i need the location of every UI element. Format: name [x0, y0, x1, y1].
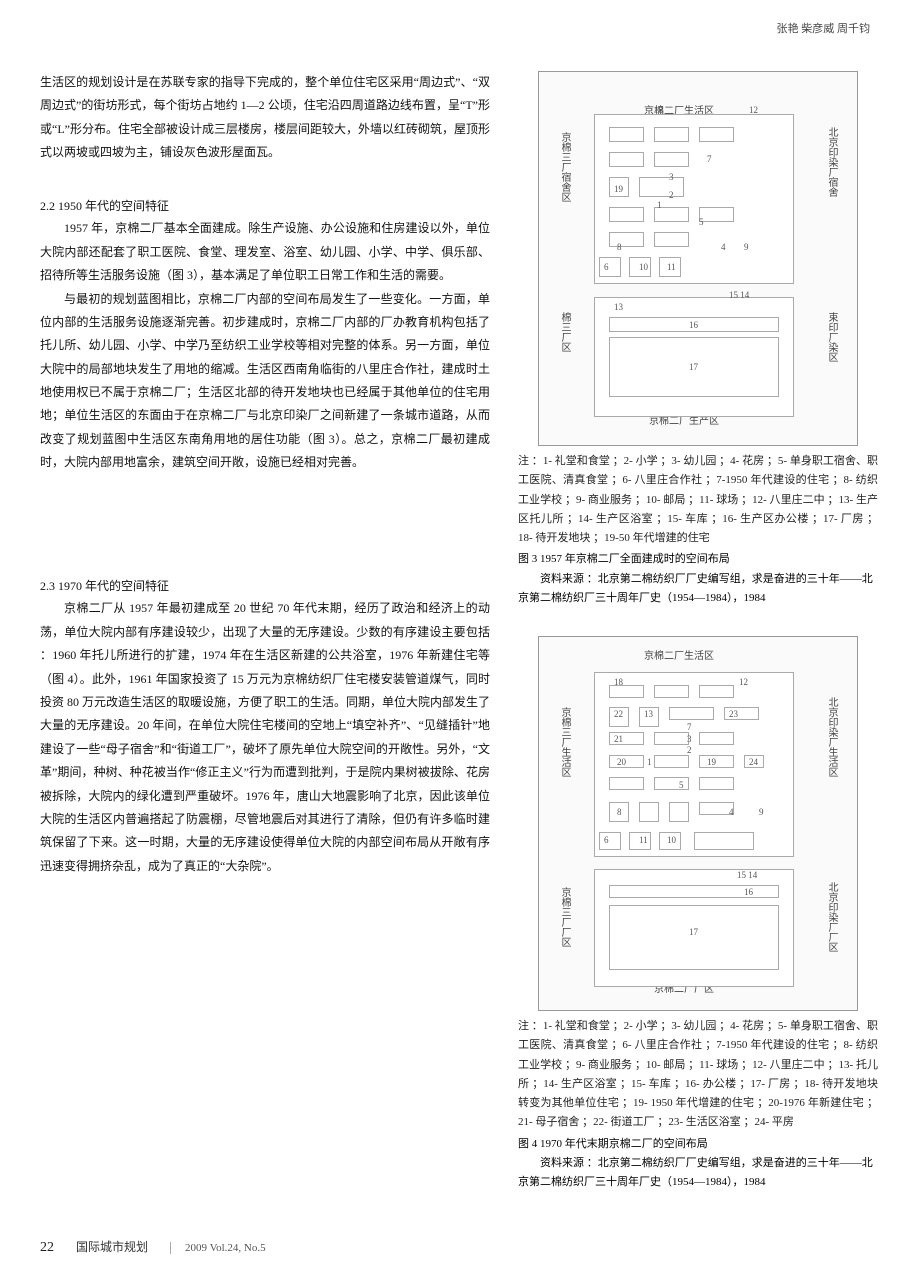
- figure-3-title: 图 3 1957 年京棉二厂全面建成时的空间布局: [518, 550, 878, 569]
- fig3-label-left1: 京棉三厂宿舍区: [557, 132, 572, 202]
- figure-3-caption: 注 ：1- 礼堂和食堂 ；2- 小学 ；3- 幼儿园 ；4- 花房 ；5- 单身…: [518, 452, 878, 548]
- figure-4-title: 图 4 1970 年代末期京棉二厂的空间布局: [518, 1135, 878, 1154]
- fig3-label-right1: 北京印染厂宿舍: [824, 127, 839, 197]
- figure-4-caption: 注 ：1- 礼堂和食堂 ；2- 小学 ；3- 幼儿园 ；4- 花房 ；5- 单身…: [518, 1017, 878, 1133]
- fig4-label-right2: 北京印染厂厂区: [824, 882, 839, 952]
- section-2-2-p1: 1957 年，京棉二厂基本全面建成。除生产设施、办公设施和住房建设以外，单位大院…: [40, 217, 490, 287]
- fig3-label-right2: 束印厂染区: [824, 312, 839, 362]
- main-text-column: 生活区的规划设计是在苏联专家的指导下完成的，整个单位住宅区采用“周边式”、“双周…: [40, 71, 490, 1220]
- journal-issue: 2009 Vol.24, No.5: [170, 1242, 266, 1254]
- section-2-3-heading: 2.3 1970 年代的空间特征: [40, 575, 490, 598]
- figure-4: 京棉二厂生活区 京棉三厂生活区 北京印染厂生活区 京棉三厂厂区 北京印染厂厂区 …: [518, 636, 878, 1192]
- fig4-label-right1: 北京印染厂生活区: [824, 697, 839, 777]
- journal-name: 国际城市规划: [76, 1238, 148, 1255]
- page-number: 22: [40, 1240, 54, 1256]
- figures-column: 京棉二厂生活区 京棉三厂宿舍区 北京印染厂宿舍 棉三厂区 束印厂染区 京棉二厂生…: [518, 71, 878, 1220]
- section-2-3-p1: 京棉二厂从 1957 年最初建成至 20 世纪 70 年代末期，经历了政治和经济…: [40, 597, 490, 878]
- figure-3-source: 资料来源 ：北京第二棉纺织厂厂史编写组，求是奋进的三十年——北京第二棉纺织厂三十…: [518, 570, 878, 609]
- page-footer: 22 国际城市规划 2009 Vol.24, No.5: [40, 1238, 266, 1256]
- fig4-label-top: 京棉二厂生活区: [644, 647, 714, 662]
- authors-line: 张艳 柴彦威 周千钧: [40, 20, 880, 36]
- section-2-2-heading: 2.2 1950 年代的空间特征: [40, 195, 490, 218]
- figure-3-map: 京棉二厂生活区 京棉三厂宿舍区 北京印染厂宿舍 棉三厂区 束印厂染区 京棉二厂生…: [538, 71, 858, 446]
- intro-paragraph: 生活区的规划设计是在苏联专家的指导下完成的，整个单位住宅区采用“周边式”、“双周…: [40, 71, 490, 165]
- fig4-label-left2: 京棉三厂厂区: [557, 887, 572, 947]
- figure-4-source: 资料来源 ：北京第二棉纺织厂厂史编写组，求是奋进的三十年——北京第二棉纺织厂三十…: [518, 1154, 878, 1193]
- fig3-label-left2: 棉三厂区: [557, 312, 572, 352]
- section-2-2-p2: 与最初的规划蓝图相比，京棉二厂内部的空间布局发生了一些变化。一方面，单位内部的生…: [40, 288, 490, 475]
- fig4-label-left1: 京棉三厂生活区: [557, 707, 572, 777]
- figure-3: 京棉二厂生活区 京棉三厂宿舍区 北京印染厂宿舍 棉三厂区 束印厂染区 京棉二厂生…: [518, 71, 878, 608]
- figure-4-map: 京棉二厂生活区 京棉三厂生活区 北京印染厂生活区 京棉三厂厂区 北京印染厂厂区 …: [538, 636, 858, 1011]
